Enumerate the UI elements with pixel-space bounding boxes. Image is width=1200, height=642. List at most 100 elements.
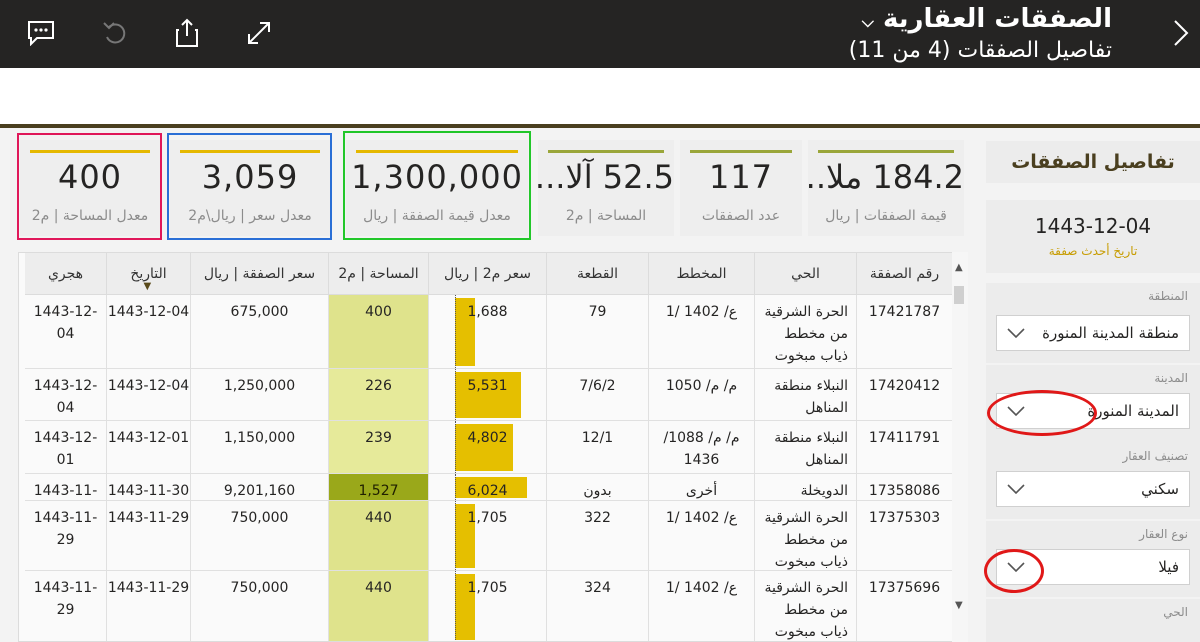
slicer-label: نوع العقار [1139,527,1188,541]
expand-icon[interactable] [244,18,274,48]
kpi-card-avg-area[interactable]: 400 معدل المساحة | م2 [20,140,160,236]
col-plan-cell: م/ م/ 1050 [649,369,755,421]
kpi-card-deal-count[interactable]: 117 عدد الصفقات [680,140,802,236]
col-plot-cell: 7/6/2 [547,369,649,421]
col-deal-price-cell: 750,000 [191,501,329,571]
col-price-per-m2-cell: 4,802 [429,421,547,474]
share-icon[interactable] [172,18,202,48]
col-price-per-m2-cell: 1,688 [429,295,547,369]
comment-icon[interactable] [26,18,56,48]
kpi-value: 52.5 آلا... [538,158,674,196]
col-plan-header[interactable]: المخطط [649,253,755,295]
deals-table: رقم الصفقة الحي المخطط القطعة سعر م2 | ريال ا… [18,252,968,642]
cell-text: 6,024 [467,483,508,499]
kpi-value: 3,059 [201,158,299,196]
latest-date-card: 1443-12-04 تاريخ أحدث صفقة [986,200,1200,273]
cell-text: 1443-12-04 [107,378,190,394]
kpi-bar [30,150,150,153]
col-plot-cell: بدون [547,474,649,501]
col-deal-id-cell: 17421787 [857,295,953,369]
kpi-label: معدل سعر | ريال\م2 [188,208,312,224]
col-hijri-cell: 1443-12-04 [25,295,107,369]
col-price-per-m2-header[interactable]: سعر م2 | ريال [429,253,547,295]
page-subtitle: تفاصيل الصفقات (4 من 11) [848,38,1112,63]
slicer-district: الحي [986,599,1200,642]
highlight-box-blue [167,133,332,240]
cell-text: 4,802 [467,430,508,446]
cell-text: 7/6/2 [579,378,616,394]
cell-text: النبلاء منطقة المناهل [774,378,848,416]
scroll-up-icon[interactable]: ▲ [955,262,963,273]
cell-text: 1,250,000 [223,378,296,394]
data-bar [455,372,521,418]
kpi-label: معدل المساحة | م2 [31,208,149,224]
col-plot-header[interactable]: القطعة [547,253,649,295]
col-date-cell: 1443-11-29 [107,571,191,641]
table-scrollbar[interactable]: ▲ ▼ [952,252,968,642]
col-date-header[interactable]: التاريخ ▼ [107,253,191,295]
cell-text: 750,000 [230,510,289,526]
col-area-cell: 440 [329,501,429,571]
dropdown-value: فيلا [1158,558,1179,576]
data-bar-axis [455,501,456,570]
col-hijri-cell: 1443-12-04 [25,369,107,421]
cell-text: 1,705 [467,510,508,526]
kpi-bar [548,150,664,153]
slicer-region: المنطقة منطقة المدينة المنورة [986,283,1200,363]
scroll-down-icon[interactable]: ▼ [955,600,963,611]
cell-text: 9,201,160 [223,483,296,499]
col-date-cell: 1443-12-01 [107,421,191,474]
data-bar-axis [455,421,456,473]
cell-text: 1443-12-04 [107,304,190,320]
col-deal-price-cell: 750,000 [191,571,329,641]
cell-text: الحرة الشرقية من مخطط ذياب مبخوت الصاعدى [764,304,849,364]
page-title[interactable]: الصفقات العقارية ⌵ [861,4,1112,34]
col-area-header[interactable]: المساحة | م2 [329,253,429,295]
kpi-label: المساحة | م2 [565,208,647,224]
kpi-card-total-area[interactable]: 52.5 آلا... المساحة | م2 [538,140,674,236]
col-deal-price-header[interactable]: سعر الصفقة | ريال [191,253,329,295]
cell-text: 5,531 [467,378,508,394]
cell-text: 1443-11-29 [33,510,98,548]
cell-text: بدون [583,483,612,499]
col-price-per-m2-cell: 5,531 [429,369,547,421]
chevron-down-icon [1007,484,1025,494]
undo-icon[interactable] [100,18,130,48]
cell-text: 1,705 [467,580,508,596]
col-area-cell: 1,527 [329,474,429,501]
cell-text: 675,000 [230,304,289,320]
chevron-down-icon[interactable]: ⌵ [861,12,874,31]
col-deal-id-header[interactable]: رقم الصفقة [857,253,953,295]
col-hijri-cell: 1443-11-29 [25,501,107,571]
chevron-right-icon[interactable] [1172,18,1190,52]
col-district-cell: النبلاء منطقة المناهل [755,421,857,474]
property-class-dropdown[interactable]: سكني [996,471,1190,507]
kpi-card-total-value[interactable]: 184.2 ملا... قيمة الصفقات | ريال [808,140,964,236]
kpi-card-avg-deal-value[interactable]: 1,300,000 معدل قيمة الصفقة | ريال [346,140,528,236]
latest-date-caption: تاريخ أحدث صفقة [1048,244,1138,258]
col-hijri-cell: 1443-12-01 [25,421,107,474]
col-price-per-m2-cell: 1,705 [429,501,547,571]
col-district-cell: الحرة الشرقية من مخطط ذياب مبخوت الصاعدى [755,571,857,641]
scroll-thumb[interactable] [954,286,964,304]
col-district-cell: النبلاء منطقة المناهل [755,369,857,421]
kpi-label: قيمة الصفقات | ريال [825,208,947,224]
col-plan-cell: ع/ 1402 /1 [649,295,755,369]
data-bar [455,424,513,471]
col-hijri-header[interactable]: هجري [25,253,107,295]
slicer-property-class: تصنيف العقار سكني [986,443,1200,519]
col-district-cell: الحرة الشرقية من مخطط ذياب مبخوت الصاعدى [755,501,857,571]
col-area-cell: 400 [329,295,429,369]
app-header: الصفقات العقارية ⌵ تفاصيل الصفقات (4 من … [0,0,1200,68]
cell-text: 12/1 [581,430,614,446]
cell-text: 17375303 [868,510,941,526]
cell-text: 750,000 [230,580,289,596]
chevron-down-icon [1007,328,1025,338]
cell-text: 1443-12-01 [33,430,98,468]
region-dropdown[interactable]: منطقة المدينة المنورة [996,315,1190,351]
col-district-header[interactable]: الحي [755,253,857,295]
col-price-per-m2-cell: 6,024 [429,474,547,501]
cell-text: الحرة الشرقية من مخطط ذياب مبخوت الصاعدى [764,510,849,570]
cell-text: الدويخلة [800,483,848,499]
kpi-card-avg-price-per-m2[interactable]: 3,059 معدل سعر | ريال\م2 [170,140,330,236]
